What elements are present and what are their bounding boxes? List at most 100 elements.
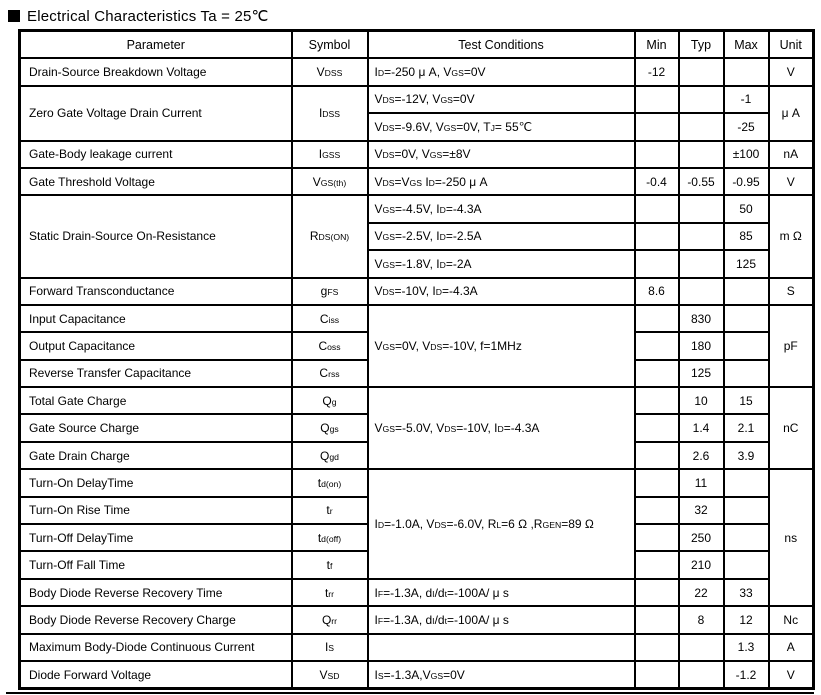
parameter-cell: Forward Transconductance (18, 276, 293, 306)
condition-cell: VDS=-9.6V, VGS=0V, TJ= 55℃ (366, 112, 636, 142)
row-is: Maximum Body-Diode Continuous Current IS… (18, 632, 815, 662)
condition-cell: VGS=0V, VDS=-10V, f=1MHz (366, 303, 636, 389)
header-test-conditions: Test Conditions (366, 29, 636, 60)
symbol-cell: Ciss (290, 303, 369, 334)
row-gfs: Forward Transconductance gFS VDS=-10V, I… (18, 276, 815, 306)
parameter-cell: Body Diode Reverse Recovery Charge (18, 605, 293, 635)
max-cell: 85 (722, 221, 770, 252)
min-cell (633, 386, 680, 416)
symbol-cell: VDSS (290, 57, 369, 87)
min-cell (633, 249, 680, 279)
unit-cell: m Ω (767, 194, 815, 279)
symbol-cell: tf (290, 550, 369, 580)
row-vdss: Drain-Source Breakdown Voltage VDSS ID=-… (18, 57, 815, 87)
row-ciss: Input Capacitance Ciss VGS=0V, VDS=-10V,… (18, 303, 815, 389)
min-cell (633, 605, 680, 635)
max-cell (722, 358, 770, 389)
symbol-cell: Qgd (290, 440, 369, 471)
typ-cell: 180 (677, 331, 725, 361)
symbol-cell: Qg (290, 386, 369, 416)
min-cell: 8.6 (633, 276, 680, 306)
parameter-cell: Gate Threshold Voltage (18, 166, 293, 197)
typ-cell: 830 (677, 303, 725, 334)
symbol-cell: IDSS (290, 84, 369, 142)
unit-cell: pF (767, 303, 815, 389)
max-cell (722, 550, 770, 580)
row-crss: Reverse Transfer Capacitance Crss 125 (18, 358, 814, 389)
parameter-cell: Input Capacitance (18, 303, 293, 334)
row-qgs: Gate Source Charge Qgs 1.4 2.1 (18, 413, 814, 443)
max-cell (722, 57, 770, 87)
row-rdson-3: VGS=-1.8V, ID=-2A 125 (20, 249, 814, 279)
max-cell (722, 276, 770, 306)
min-cell (633, 659, 680, 690)
typ-cell: 210 (677, 550, 725, 580)
row-tf: Turn-Off Fall Time tf 210 (18, 550, 814, 580)
row-igss: Gate-Body leakage current IGSS VDS=0V, V… (18, 139, 815, 169)
parameter-cell: Turn-Off DelayTime (18, 523, 293, 553)
parameter-cell: Maximum Body-Diode Continuous Current (18, 632, 293, 662)
max-cell: -1.2 (722, 659, 770, 690)
max-cell (722, 331, 770, 361)
row-idss-2: VDS=-9.6V, VGS=0V, TJ= 55℃ -25 (20, 112, 814, 142)
header-symbol: Symbol (290, 29, 369, 60)
row-qrr: Body Diode Reverse Recovery Charge Qrr I… (18, 605, 815, 635)
symbol-cell: VGS(th) (290, 166, 369, 197)
min-cell (633, 331, 680, 361)
parameter-cell: Zero Gate Voltage Drain Current (18, 84, 293, 142)
condition-cell: VDS=-12V, VGS=0V (366, 84, 636, 115)
typ-cell: 32 (677, 495, 725, 526)
row-vsd: Diode Forward Voltage VSD IS=-1.3A,VGS=0… (18, 659, 815, 690)
min-cell (633, 358, 680, 389)
min-cell (633, 112, 680, 142)
max-cell: 50 (722, 194, 770, 224)
max-cell: 125 (722, 249, 770, 279)
max-cell: 2.1 (722, 413, 770, 443)
condition-cell: VDS=-10V, ID=-4.3A (366, 276, 636, 306)
condition-cell: VGS=-1.8V, ID=-2A (366, 249, 636, 279)
row-rdson-1: Static Drain-Source On-Resistance RDS(ON… (18, 194, 815, 279)
row-idss-1: Zero Gate Voltage Drain Current IDSS VDS… (18, 84, 815, 142)
symbol-cell: Coss (290, 331, 369, 361)
symbol-cell: IS (290, 632, 369, 662)
unit-cell: ns (767, 468, 815, 608)
unit-cell: Nc (767, 605, 815, 635)
condition-cell: IS=-1.3A,VGS=0V (366, 659, 636, 690)
parameter-cell: Drain-Source Breakdown Voltage (18, 57, 293, 87)
condition-cell: IF=-1.3A, dI/dt=-100A/ μ s (366, 577, 636, 608)
max-cell: 3.9 (722, 440, 770, 471)
unit-cell: S (767, 276, 815, 306)
max-cell: -1 (722, 84, 770, 115)
min-cell (633, 221, 680, 252)
row-vgsth: Gate Threshold Voltage VGS(th) VDS=VGS I… (18, 166, 815, 197)
parameter-cell: Body Diode Reverse Recovery Time (18, 577, 293, 608)
black-square-bullet-icon (8, 10, 20, 22)
condition-cell: VGS=-4.5V, ID=-4.3A (366, 194, 636, 224)
typ-cell (677, 139, 725, 169)
min-cell (633, 413, 680, 443)
symbol-cell: td(on) (290, 468, 369, 498)
typ-cell (677, 194, 725, 224)
max-cell (722, 468, 770, 498)
min-cell (633, 139, 680, 169)
parameter-cell: Reverse Transfer Capacitance (18, 358, 293, 389)
row-tdon: Turn-On DelayTime td(on) ID=-1.0A, VDS=-… (18, 468, 815, 608)
typ-cell (677, 632, 725, 662)
parameter-cell: Turn-Off Fall Time (18, 550, 293, 580)
unit-cell: nC (767, 386, 815, 471)
parameter-cell: Output Capacitance (18, 331, 293, 361)
min-cell: -12 (633, 57, 680, 87)
parameter-cell: Gate Source Charge (18, 413, 293, 443)
min-cell (633, 495, 680, 526)
typ-cell (677, 112, 725, 142)
section-title: Electrical Characteristics Ta = 25℃ (0, 0, 821, 25)
symbol-cell: Crss (290, 358, 369, 389)
typ-cell (677, 249, 725, 279)
page-title: Electrical Characteristics Ta = 25℃ (27, 8, 269, 25)
max-cell: ±100 (722, 139, 770, 169)
condition-cell (366, 632, 636, 662)
symbol-cell: RDS(ON) (290, 194, 369, 279)
min-cell (633, 550, 680, 580)
typ-cell (677, 221, 725, 252)
condition-cell: ID=-250 μ A, VGS=0V (366, 57, 636, 87)
